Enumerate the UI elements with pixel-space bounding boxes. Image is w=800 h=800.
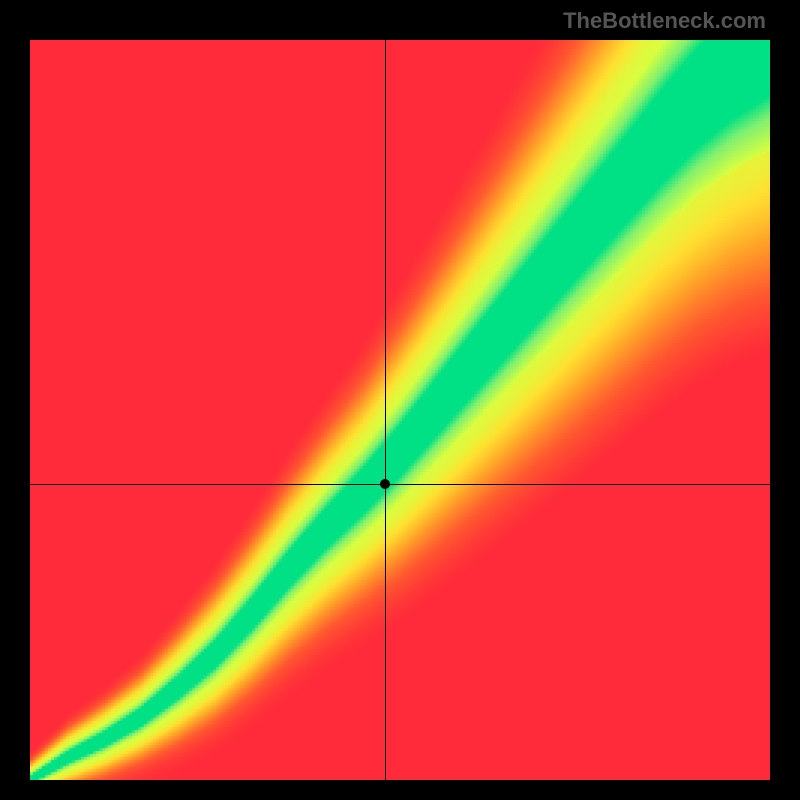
heatmap-canvas	[30, 40, 770, 780]
watermark-text: TheBottleneck.com	[563, 8, 766, 34]
bottleneck-chart-container: TheBottleneck.com	[0, 0, 800, 800]
